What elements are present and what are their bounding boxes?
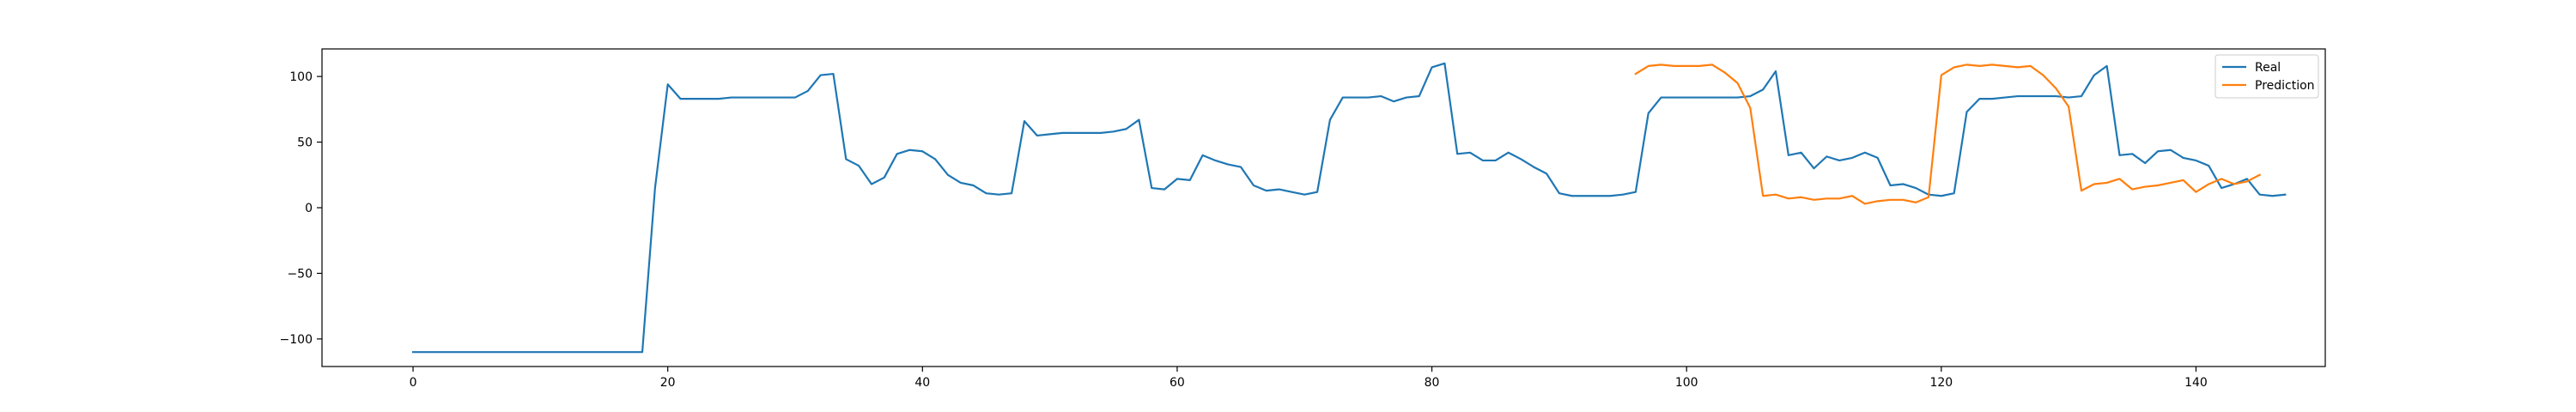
y-tick-label: 100 (289, 70, 313, 84)
y-tick-label: 0 (305, 202, 313, 215)
y-tick-label: −100 (280, 333, 313, 347)
x-tick-label: 20 (660, 376, 676, 390)
x-tick-label: 120 (1929, 376, 1953, 390)
x-tick-label: 100 (1675, 376, 1698, 390)
x-tick-label: 0 (410, 376, 417, 390)
legend-label-prediction: Prediction (2255, 79, 2315, 93)
legend-box (2215, 54, 2319, 99)
legend-label-real: Real (2255, 61, 2281, 75)
x-tick-label: 80 (1425, 376, 1440, 390)
series-line-real (411, 62, 2287, 354)
axes: 0 20 40 60 80 100 120 140 −100 −50 0 50 100 (280, 48, 2326, 390)
x-tick-label: 140 (2184, 376, 2208, 390)
x-tick-label: 40 (914, 376, 930, 390)
y-tick-label: 50 (297, 136, 313, 150)
plot-area (411, 62, 2287, 354)
x-tick-label: 60 (1170, 376, 1185, 390)
legend: Real Prediction (2215, 54, 2319, 99)
y-tick-label: −50 (287, 267, 313, 281)
series-line-prediction (1634, 64, 2262, 205)
